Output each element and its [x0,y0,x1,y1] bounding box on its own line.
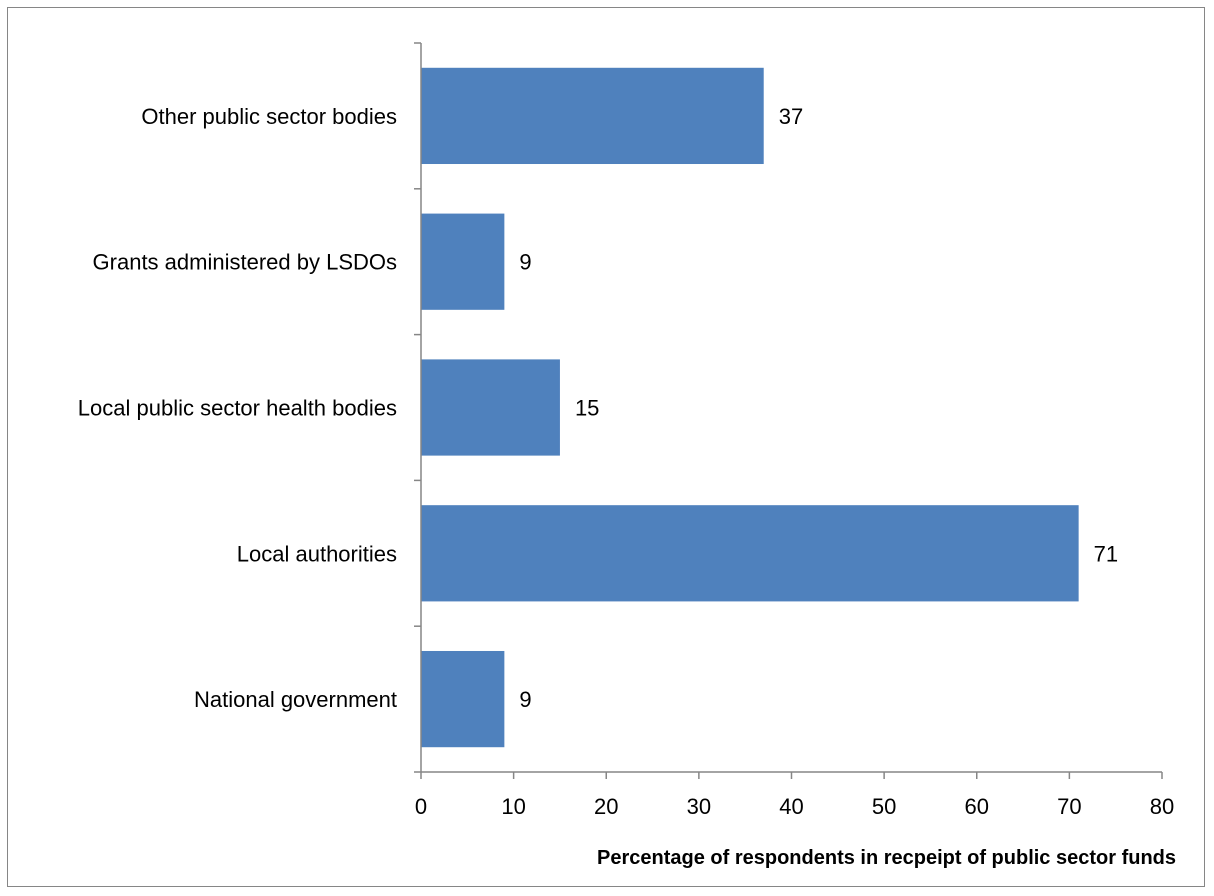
bar-other-public-sector-bodies [421,67,764,165]
x-tick-label: 20 [594,794,618,819]
data-label: 15 [575,396,599,421]
x-tick-label: 80 [1150,794,1174,819]
ticks-layer [414,42,1163,779]
bar-national-government [421,650,505,748]
x-tick-label: 10 [501,794,525,819]
category-label: Other public sector bodies [141,104,397,129]
category-label: Local authorities [237,541,397,566]
x-tick-label: 40 [779,794,803,819]
bars-layer [421,67,1079,748]
data-label: 9 [519,250,531,275]
x-tick-label: 60 [965,794,989,819]
category-label: Local public sector health bodies [78,396,397,421]
data-label: 71 [1094,541,1118,566]
x-axis-title: Percentage of respondents in recpeipt of… [597,847,1176,869]
labels-layer: 9 National government 71 Local authorities 1… [78,104,1174,819]
data-label: 37 [779,104,803,129]
data-label: 9 [519,687,531,712]
category-label: National government [194,687,397,712]
x-tick-label: 50 [872,794,896,819]
category-label: Grants administered by LSDOs [93,250,397,275]
bar-local-public-sector-health-bodies [421,359,560,456]
bar-local-authorities [421,505,1079,602]
x-tick-label: 30 [687,794,711,819]
x-tick-label: 70 [1057,794,1081,819]
x-tick-label: 0 [415,794,427,819]
bar-grants-administered-by-lsdos [421,213,505,310]
